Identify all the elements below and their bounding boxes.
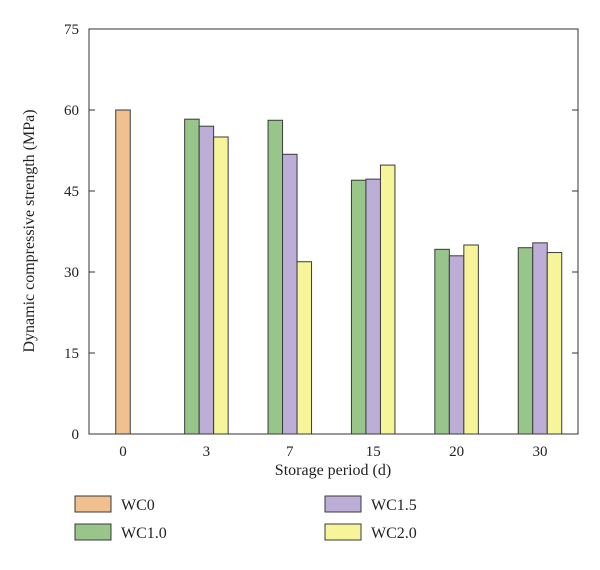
y-tick-label: 60 [64,103,79,119]
y-tick-label: 0 [72,427,80,443]
bar-wc2-0-30 [546,252,563,435]
legend-swatch-wc1-5 [324,495,362,513]
y-tick-label: 45 [64,184,79,200]
x-tick-label: 30 [533,444,548,460]
bar-wc1-0-20 [434,248,450,435]
bar-wc1-5-30 [532,242,548,435]
legend-label-wc1-5: WC1.5 [371,497,417,514]
bar-wc1-0-15 [350,179,367,435]
bar-wc2-0-20 [463,244,479,435]
legend-swatch-wc0 [74,495,112,513]
x-axis-title: Storage period (d) [275,462,391,479]
bar-wc1-5-3 [198,125,215,435]
bar-wc2-0-3 [213,136,229,435]
legend-label-wc1-0: WC1.0 [121,525,167,542]
bar-wc1-5-7 [282,153,298,435]
bar-wc2-0-7 [296,261,313,435]
bar-wc1-0-30 [517,247,534,435]
x-axis: 0 3 7 15 20 30 [119,428,548,460]
bar-wc1-0-7 [267,119,284,435]
y-axis-title: Dynamic compressive strength (MPa) [21,109,38,352]
x-tick-label: 20 [449,444,464,460]
x-tick-label: 15 [366,444,381,460]
bar-wc1-0-3 [184,118,200,435]
bar-wc1-5-15 [365,178,381,435]
plot-frame [88,28,579,435]
x-tick-label: 7 [286,444,294,460]
legend-swatch-wc2-0 [324,523,362,541]
bar-wc1-5-20 [448,255,465,435]
bar-wc0-0 [115,109,131,435]
legend-swatch-wc1-0 [74,523,112,541]
legend-label-wc0: WC0 [121,497,155,514]
legend-label-wc2-0: WC2.0 [371,525,417,542]
bar-wc2-0-15 [379,164,396,435]
y-tick-label: 15 [64,346,79,362]
x-tick-label: 0 [119,444,127,460]
bars [115,109,563,435]
x-tick-label: 3 [203,444,211,460]
y-tick-label: 75 [64,22,79,38]
legend: WC0 WC1.0 WC1.5 WC2.0 [74,495,417,542]
y-axis: 0 15 30 45 60 75 [64,22,578,443]
y-tick-label: 30 [64,265,79,281]
